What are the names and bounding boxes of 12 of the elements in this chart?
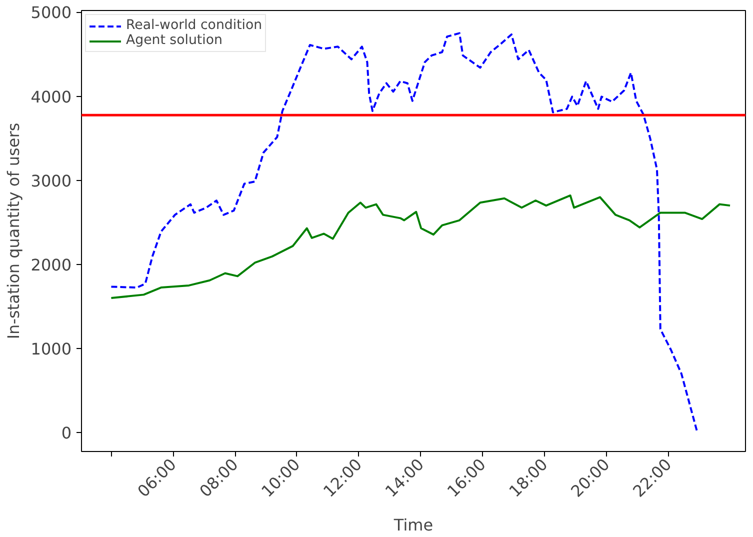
legend-label: Agent solution [126, 33, 222, 48]
x-axis-title: Time [392, 516, 434, 535]
y-tick-label: 3000 [30, 171, 72, 190]
y-tick-label: 0 [61, 424, 72, 443]
y-tick-label: 4000 [30, 87, 72, 106]
y-tick-label: 5000 [30, 3, 72, 22]
line-series [110, 32, 698, 432]
y-axis-title: In-station quantity of users [4, 122, 23, 340]
y-tick-label: 1000 [30, 340, 72, 358]
legend-label: Real-world condition [126, 18, 262, 33]
line-series [110, 194, 732, 300]
y-tick-label: 2000 [30, 255, 72, 274]
